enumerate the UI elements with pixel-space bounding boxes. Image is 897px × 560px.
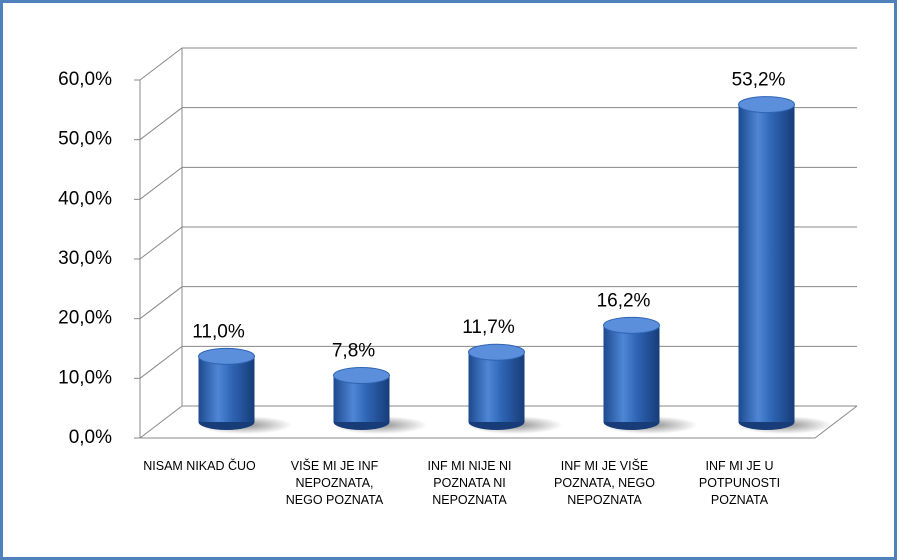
- y-tick-label: 50,0%: [58, 129, 112, 150]
- x-tick-label: VIŠE MI JE INF NEPOZNATA, NEGO POZNATA: [285, 459, 384, 507]
- bar-top: [603, 316, 660, 334]
- value-label: 11,0%: [192, 321, 245, 342]
- value-label: 7,8%: [332, 340, 375, 361]
- y-tick-label: 40,0%: [58, 188, 112, 209]
- value-label: 53,2%: [732, 70, 786, 91]
- grid-line: [139, 226, 857, 260]
- x-tick-label: INF MI JE VIŠE POZNATA, NEGO NEPOZNATA: [554, 459, 655, 507]
- x-tick-label: INF MI JE U POTPUNOSTI POZNATA: [698, 459, 781, 507]
- x-tick-label: NISAM NIKAD ČUO: [143, 459, 256, 473]
- grid-line: [139, 166, 857, 200]
- value-label: 16,2%: [597, 290, 651, 311]
- bar-top: [468, 343, 525, 361]
- grid-line: [139, 107, 857, 141]
- grid-line: [139, 47, 857, 81]
- y-tick-label: 10,0%: [58, 367, 112, 388]
- bar-top: [333, 366, 390, 384]
- bar: [603, 325, 660, 422]
- bar: [198, 356, 255, 422]
- bar-top: [198, 347, 255, 365]
- grid-line: [139, 286, 857, 320]
- y-tick-label: 20,0%: [58, 308, 112, 329]
- x-tick-label: INF MI NIJE NI POZNATA NI NEPOZNATA: [427, 459, 512, 507]
- bar: [468, 352, 525, 422]
- floor-edge: [140, 405, 858, 439]
- y-tick-label: 60,0%: [58, 69, 112, 90]
- y-tick-label: 30,0%: [58, 248, 112, 269]
- bar-top: [738, 96, 795, 114]
- bar: [738, 104, 795, 422]
- y-tick-label: 0,0%: [69, 427, 112, 448]
- value-label: 11,7%: [462, 317, 515, 338]
